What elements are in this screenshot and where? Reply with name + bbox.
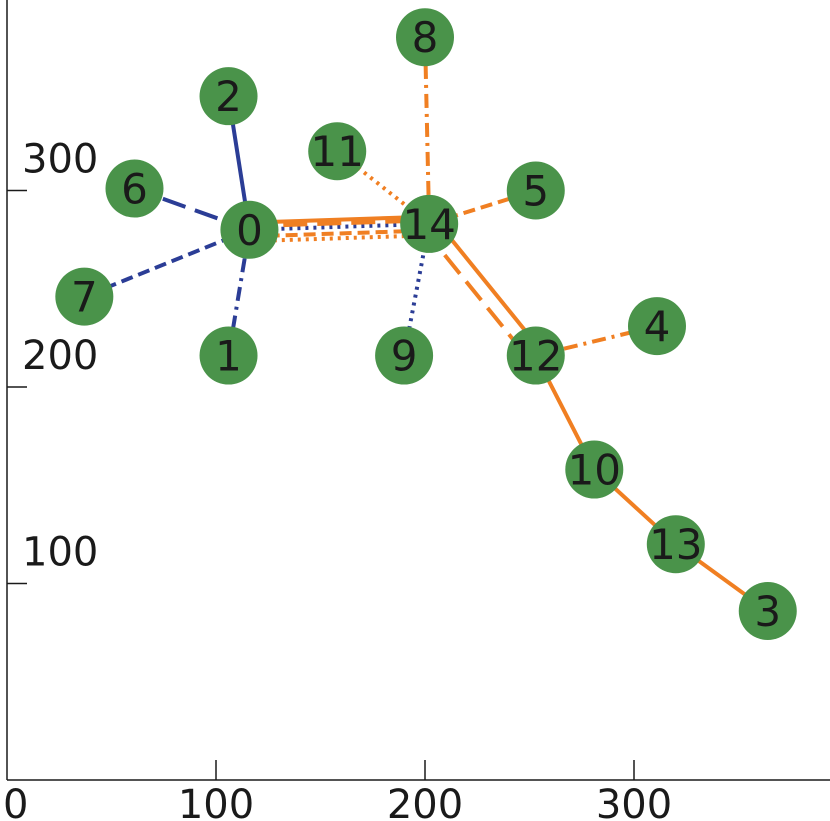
y-tick-label: 300: [22, 137, 98, 183]
node-14: 14: [400, 194, 459, 253]
node-circle: [199, 67, 258, 126]
node-3: 3: [738, 582, 797, 641]
node-label: 4: [644, 302, 671, 351]
node-label: 8: [412, 13, 439, 62]
node-10: 10: [565, 440, 624, 499]
node-circle: [55, 267, 114, 326]
node-label: 12: [509, 332, 562, 381]
node-circle: [646, 515, 705, 574]
edge-14-12: [421, 227, 532, 362]
edge-14-12: [433, 217, 544, 353]
node-label: 11: [310, 127, 363, 176]
node-13: 13: [646, 515, 705, 574]
node-12: 12: [506, 326, 565, 385]
node-label: 3: [754, 587, 781, 636]
node-circle: [400, 194, 459, 253]
node-11: 11: [308, 122, 367, 181]
node-2: 2: [199, 67, 258, 126]
node-label: 10: [568, 446, 621, 495]
y-tick-label: 200: [22, 333, 98, 379]
edge-0-14: [249, 214, 430, 225]
x-tick-label: 300: [596, 782, 672, 821]
edge-14-8: [423, 37, 432, 224]
x-ticks: 0 100 200 300: [3, 760, 672, 821]
edge-0-14: [249, 228, 430, 239]
node-circle: [506, 161, 565, 220]
node-1: 1: [199, 326, 258, 385]
node-9: 9: [375, 326, 434, 385]
y-ticks: 100 200 300: [7, 137, 98, 585]
edge-0-14: [249, 221, 430, 232]
node-circle: [627, 297, 686, 356]
node-circle: [308, 122, 367, 181]
node-label: 13: [649, 520, 702, 569]
node-4: 4: [627, 297, 686, 356]
node-label: 5: [522, 167, 549, 216]
edge-0-14: [249, 233, 430, 244]
node-circle: [105, 159, 164, 218]
node-circle: [738, 582, 797, 641]
node-label: 1: [215, 332, 242, 381]
node-8: 8: [396, 8, 454, 67]
node-label: 7: [71, 273, 98, 322]
x-tick-label: 0: [3, 782, 28, 821]
node-label: 14: [402, 200, 455, 249]
node-label: 6: [121, 165, 148, 214]
edge-0-14: [249, 218, 430, 229]
node-label: 0: [236, 206, 263, 255]
node-label: 2: [215, 72, 242, 121]
x-tick-label: 100: [178, 782, 254, 821]
node-0: 0: [220, 200, 279, 259]
x-tick-label: 200: [387, 782, 463, 821]
y-tick-label: 100: [22, 530, 98, 576]
node-circle: [565, 440, 624, 499]
node-circle: [506, 326, 565, 385]
node-6: 6: [105, 159, 164, 218]
node-circle: [220, 200, 279, 259]
node-7: 7: [55, 267, 114, 326]
node-circle: [375, 326, 434, 385]
node-circle: [396, 8, 454, 67]
node-circle: [199, 326, 258, 385]
node-label: 9: [391, 332, 418, 381]
node-5: 5: [506, 161, 565, 220]
edge-0-7: [83, 227, 251, 299]
